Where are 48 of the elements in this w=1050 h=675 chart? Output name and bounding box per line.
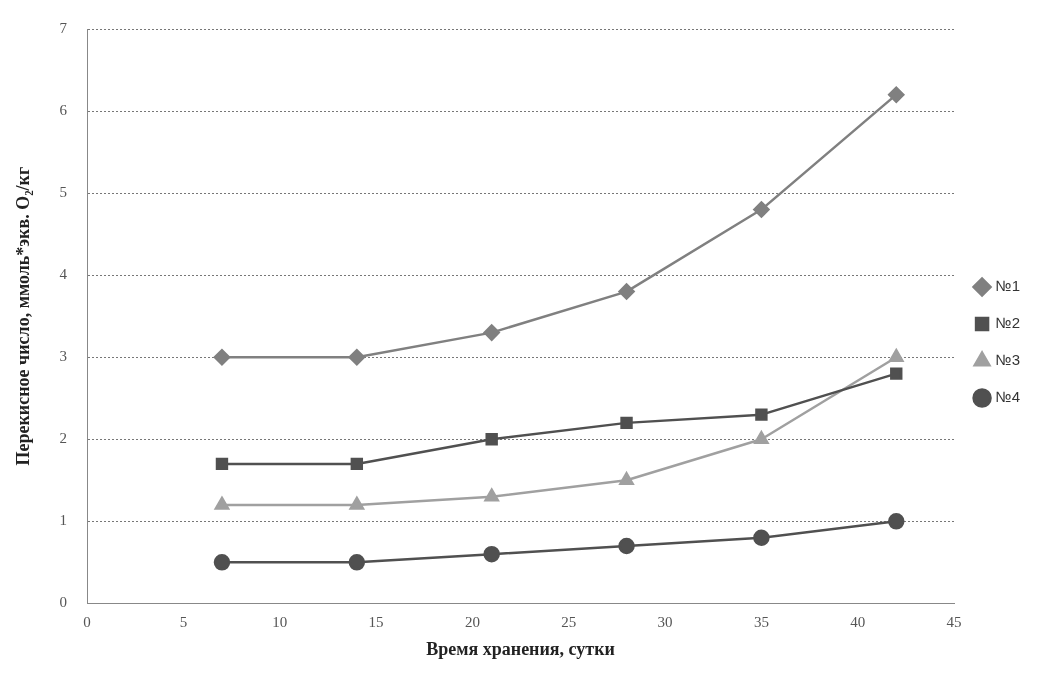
point	[350, 457, 364, 471]
y-tick-label: 6	[59, 101, 68, 118]
y-axis-title: Перекисное число, ммоль*экв. O₂/кг	[13, 166, 34, 466]
point	[348, 348, 366, 366]
x-tick-label: 30	[657, 614, 673, 631]
point	[618, 537, 635, 555]
point	[213, 554, 231, 571]
x-tick-label: 45	[946, 614, 962, 631]
x-tick-label: 10	[272, 614, 288, 631]
point	[618, 283, 635, 300]
y-tick-label: 2	[59, 430, 68, 447]
y-tick-label: 0	[59, 594, 68, 611]
x-tick-label: 0	[83, 614, 91, 631]
point	[888, 348, 904, 362]
point	[485, 433, 498, 446]
point	[888, 86, 905, 103]
legend-label: №3	[995, 351, 1020, 369]
legend-label: №2	[995, 314, 1020, 332]
point	[620, 416, 633, 430]
point	[215, 457, 229, 471]
point	[890, 367, 903, 380]
x-tick-label: 35	[753, 614, 769, 631]
point	[213, 348, 231, 366]
x-tick-label: 40	[850, 614, 866, 631]
point	[754, 431, 769, 445]
point	[484, 488, 499, 502]
x-tick-label: 25	[561, 614, 577, 631]
point	[483, 545, 500, 563]
x-tick-label: 20	[464, 614, 480, 631]
point	[755, 408, 768, 421]
y-tick-label: 4	[59, 266, 68, 283]
point	[888, 513, 905, 530]
y-tick-label: 5	[59, 184, 68, 201]
x-axis-title: Время хранения, сутки	[426, 638, 615, 659]
y-tick-label: 7	[59, 19, 68, 36]
point	[619, 472, 634, 486]
legend-label: №4	[995, 388, 1020, 406]
point	[348, 554, 366, 571]
x-tick-label: 5	[179, 614, 188, 631]
legend-label: №1	[995, 277, 1020, 295]
point	[483, 324, 500, 341]
y-tick-label: 1	[59, 512, 68, 529]
point	[349, 496, 365, 510]
point	[214, 496, 230, 510]
point	[753, 529, 770, 546]
y-tick-label: 3	[59, 348, 68, 365]
x-tick-label: 15	[368, 614, 384, 631]
point	[753, 201, 770, 218]
